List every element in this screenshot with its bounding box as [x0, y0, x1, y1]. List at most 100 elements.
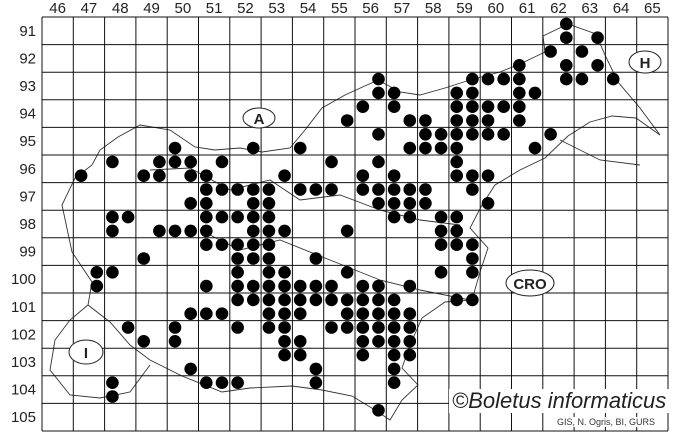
occurrence-dot	[262, 293, 276, 307]
occurrence-dot	[231, 266, 244, 279]
occurrence-dot	[278, 224, 291, 238]
occurrence-dot	[278, 169, 291, 182]
column-label: 46	[49, 0, 66, 17]
occurrence-dot	[184, 197, 197, 210]
occurrence-dot	[184, 307, 197, 321]
occurrence-dot	[372, 307, 385, 321]
occurrence-dot	[559, 17, 573, 31]
occurrence-dot	[466, 252, 479, 265]
occurrence-dot	[106, 210, 119, 224]
occurrence-dot	[372, 293, 385, 307]
column-label: 50	[175, 0, 192, 17]
occurrence-dot	[513, 100, 526, 113]
occurrence-dot	[356, 307, 370, 321]
occurrence-dot	[246, 238, 260, 251]
occurrence-dot	[403, 348, 417, 362]
occurrence-dot	[466, 238, 479, 251]
map-grid	[41, 16, 669, 432]
occurrence-dot	[340, 293, 354, 307]
occurrence-dot	[278, 266, 291, 279]
occurrence-dot	[466, 266, 479, 279]
occurrence-dot	[200, 376, 213, 390]
row-label: 94	[19, 106, 36, 123]
occurrence-dot	[137, 252, 151, 265]
column-label: 61	[519, 0, 536, 17]
occurrence-dot	[309, 362, 323, 376]
occurrence-dot	[387, 335, 401, 348]
copyright-text: ©Boletus informaticus	[449, 389, 670, 413]
occurrence-dot	[356, 335, 370, 348]
occurrence-dot	[419, 128, 432, 141]
occurrence-dot	[293, 335, 307, 348]
occurrence-dot	[466, 128, 479, 141]
occurrence-dot	[450, 128, 464, 141]
occurrence-dot	[481, 128, 495, 141]
occurrence-dot	[309, 252, 323, 265]
occurrence-dot	[325, 183, 338, 196]
occurrence-dot	[137, 169, 151, 182]
occurrence-dot	[215, 376, 229, 390]
country-label-italy: I	[68, 339, 104, 365]
occurrence-dot	[184, 169, 197, 182]
occurrence-dot	[387, 321, 401, 334]
occurrence-dot	[90, 279, 104, 293]
occurrence-dot	[106, 376, 119, 390]
occurrence-dot	[387, 169, 401, 182]
occurrence-dot	[403, 114, 417, 127]
occurrence-dot	[121, 210, 135, 224]
column-label: 59	[456, 0, 473, 17]
occurrence-dot	[309, 279, 323, 293]
occurrence-dot	[497, 72, 510, 86]
occurrence-dot	[450, 224, 464, 238]
occurrence-dot	[466, 86, 479, 100]
occurrence-dot	[231, 210, 244, 224]
occurrence-dot	[200, 197, 213, 210]
occurrence-dot	[513, 72, 526, 86]
occurrence-dot	[231, 238, 244, 251]
occurrence-dot	[309, 183, 323, 196]
occurrence-dot	[403, 197, 417, 210]
occurrence-dot	[215, 307, 229, 321]
occurrence-dot	[90, 266, 104, 279]
occurrence-dot	[466, 114, 479, 127]
occurrence-dot	[372, 183, 385, 196]
occurrence-dots	[74, 17, 620, 417]
occurrence-dot	[466, 100, 479, 113]
occurrence-dot	[246, 224, 260, 238]
occurrence-dot	[293, 348, 307, 362]
occurrence-dot	[450, 114, 464, 127]
occurrence-dot	[106, 390, 119, 403]
occurrence-dot	[262, 321, 276, 334]
occurrence-dot	[168, 335, 182, 348]
occurrence-dot	[325, 293, 338, 307]
occurrence-dot	[231, 183, 244, 196]
occurrence-dot	[450, 293, 464, 307]
column-label: 48	[112, 0, 129, 17]
occurrence-dot	[121, 321, 135, 334]
occurrence-dot	[481, 169, 495, 182]
occurrence-dot	[262, 210, 276, 224]
column-label: 62	[550, 0, 567, 17]
occurrence-dot	[466, 169, 479, 182]
occurrence-dot	[450, 86, 464, 100]
occurrence-dot	[450, 210, 464, 224]
row-label: 102	[11, 326, 36, 343]
column-label: 55	[331, 0, 348, 17]
row-label: 91	[19, 23, 36, 40]
occurrence-dot	[293, 183, 307, 196]
occurrence-dot	[356, 321, 370, 334]
occurrence-dot	[591, 59, 604, 72]
occurrence-dot	[387, 100, 401, 113]
occurrence-dot	[372, 404, 385, 417]
row-label: 105	[11, 409, 36, 426]
occurrence-dot	[262, 224, 276, 238]
occurrence-dot	[481, 100, 495, 113]
occurrence-dot	[403, 141, 417, 155]
occurrence-dot	[325, 279, 338, 293]
occurrence-dot	[387, 376, 401, 390]
occurrence-dot	[559, 72, 573, 86]
occurrence-dot	[215, 183, 229, 196]
occurrence-dot	[544, 45, 557, 58]
occurrence-dot	[481, 114, 495, 127]
